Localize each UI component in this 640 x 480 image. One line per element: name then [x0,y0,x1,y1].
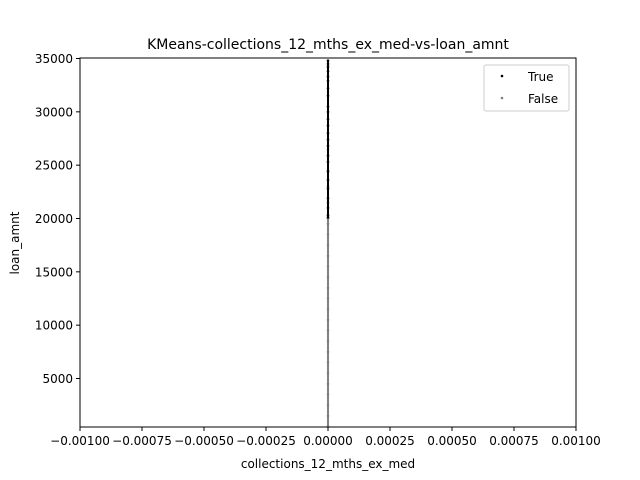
point-true [326,118,330,121]
point-false [326,265,330,268]
y-tick-label: 25000 [35,159,73,173]
point-false [326,371,330,375]
point-true [326,206,330,210]
point-true [326,160,330,164]
point-true [326,105,330,108]
x-tick-label: −0.00075 [112,434,172,448]
point-false [326,329,330,332]
legend-label-false: False [528,92,558,106]
point-false [326,243,330,247]
point-false [326,307,330,311]
point-true [326,65,330,69]
point-false [326,361,330,364]
x-tick-label: −0.00050 [174,434,234,448]
point-false [326,403,330,407]
point-false [326,254,330,258]
y-tick-label: 35000 [35,52,73,66]
point-true [326,75,330,78]
point-false [326,350,330,354]
point-true [326,110,330,114]
point-false [326,339,330,343]
point-false [326,275,330,279]
plot-marks [326,59,330,428]
y-tick-label: 10000 [35,319,73,333]
x-tick-label: −0.00100 [50,434,110,448]
point-true [326,170,330,173]
point-false [326,414,330,418]
point-false [326,393,330,396]
point-true [326,154,330,157]
y-tick-label: 20000 [35,212,73,226]
y-tick-label: 5000 [42,372,73,386]
point-true [326,70,330,73]
point-true [326,216,330,219]
point-true [326,79,330,83]
point-false [326,382,330,386]
legend-marker-false [500,96,504,100]
x-axis-label: collections_12_mths_ex_med [241,457,415,471]
point-true [326,187,330,190]
x-tick-label: 0.00100 [551,434,601,448]
x-tick-label: 0.00075 [489,434,539,448]
point-true [326,138,330,141]
point-true [326,144,330,148]
point-true [326,214,330,217]
x-tick-label: 0.00050 [427,434,477,448]
point-false [326,286,330,290]
point-false [326,233,330,236]
x-tick-label: 0.00025 [365,434,415,448]
legend: True False [483,64,570,112]
point-false [326,318,330,322]
point-true [326,87,330,90]
point-true [326,94,330,98]
point-true [326,62,330,66]
legend-label-true: True [527,70,554,84]
point-true [326,124,330,127]
x-axis-ticks: −0.00100 −0.00075 −0.00050 −0.00025 0.00000 0… [50,427,601,448]
x-tick-label: 0.00000 [303,434,353,448]
point-true [326,196,330,200]
point-false [326,222,330,226]
y-axis-label: loan_amnt [8,211,22,274]
point-false [326,297,330,300]
y-axis-ticks: 5000 10000 15000 20000 25000 30000 35000 [35,52,80,386]
legend-marker-true [500,74,504,78]
x-tick-label: −0.00025 [236,434,296,448]
point-true [326,131,330,135]
chart-title: KMeans-collections_12_mths_ex_med-vs-loa… [147,37,509,53]
point-true [326,178,330,182]
y-tick-label: 30000 [35,105,73,119]
point-true [326,59,330,62]
y-tick-label: 15000 [35,265,73,279]
legend-box [483,64,570,112]
